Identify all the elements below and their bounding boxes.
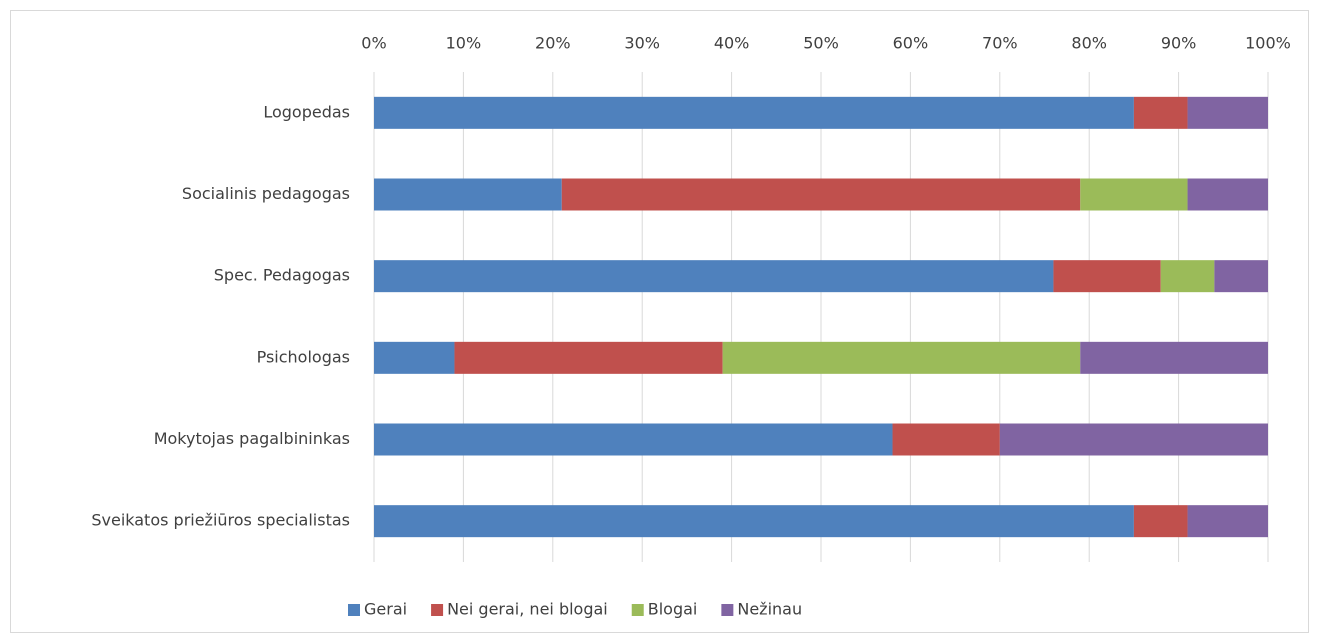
legend-swatch xyxy=(631,604,644,616)
bar-segment xyxy=(1133,96,1188,129)
x-tick-label: 90% xyxy=(1161,34,1197,53)
legend-label: Blogai xyxy=(648,600,698,619)
bar-segment xyxy=(374,96,1134,129)
legend-label: Nei gerai, nei blogai xyxy=(447,600,608,619)
bar-segment xyxy=(1214,260,1268,293)
y-tick-label: Spec. Pedagogas xyxy=(214,266,350,285)
bar-segment xyxy=(1080,341,1268,374)
bar-segment xyxy=(722,341,1081,374)
y-tick-label: Sveikatos priežiūros specialistas xyxy=(91,511,350,530)
x-tick-label: 40% xyxy=(714,34,750,53)
bar-segment xyxy=(374,423,893,456)
x-tick-label: 0% xyxy=(361,34,386,53)
legend-swatch xyxy=(721,604,734,616)
bar-segment xyxy=(1053,260,1161,293)
legend-swatch xyxy=(431,604,444,616)
y-tick-label: Psichologas xyxy=(257,347,350,366)
bar-segment xyxy=(1080,178,1188,211)
legend-label: Gerai xyxy=(364,600,407,619)
bar-segment xyxy=(1187,96,1268,129)
bar-segment xyxy=(561,178,1081,211)
x-tick-label: 80% xyxy=(1071,34,1107,53)
x-tick-label: 10% xyxy=(446,34,482,53)
legend-label: Nežinau xyxy=(737,600,802,619)
y-tick-label: Logopedas xyxy=(263,102,350,121)
y-tick-label: Socialinis pedagogas xyxy=(182,184,350,203)
bar-segment xyxy=(1187,178,1268,211)
bar-segment xyxy=(374,341,455,374)
x-tick-label: 60% xyxy=(893,34,929,53)
bar-segment xyxy=(374,178,562,211)
x-tick-label: 70% xyxy=(982,34,1018,53)
legend-swatch xyxy=(348,604,360,616)
y-tick-label: Mokytojas pagalbininkas xyxy=(154,429,350,448)
x-tick-label: 20% xyxy=(535,34,571,53)
bar-segment xyxy=(999,423,1268,456)
bar-segment xyxy=(374,505,1134,538)
bar-segment xyxy=(1160,260,1215,293)
x-tick-label: 50% xyxy=(803,34,839,53)
x-tick-label: 100% xyxy=(1245,34,1291,53)
bar-segment xyxy=(1187,505,1268,538)
bar-segment xyxy=(1133,505,1188,538)
bar-segment xyxy=(892,423,1000,456)
bar-segment xyxy=(374,260,1054,293)
x-tick-label: 30% xyxy=(624,34,660,53)
bar-segment xyxy=(454,341,723,374)
